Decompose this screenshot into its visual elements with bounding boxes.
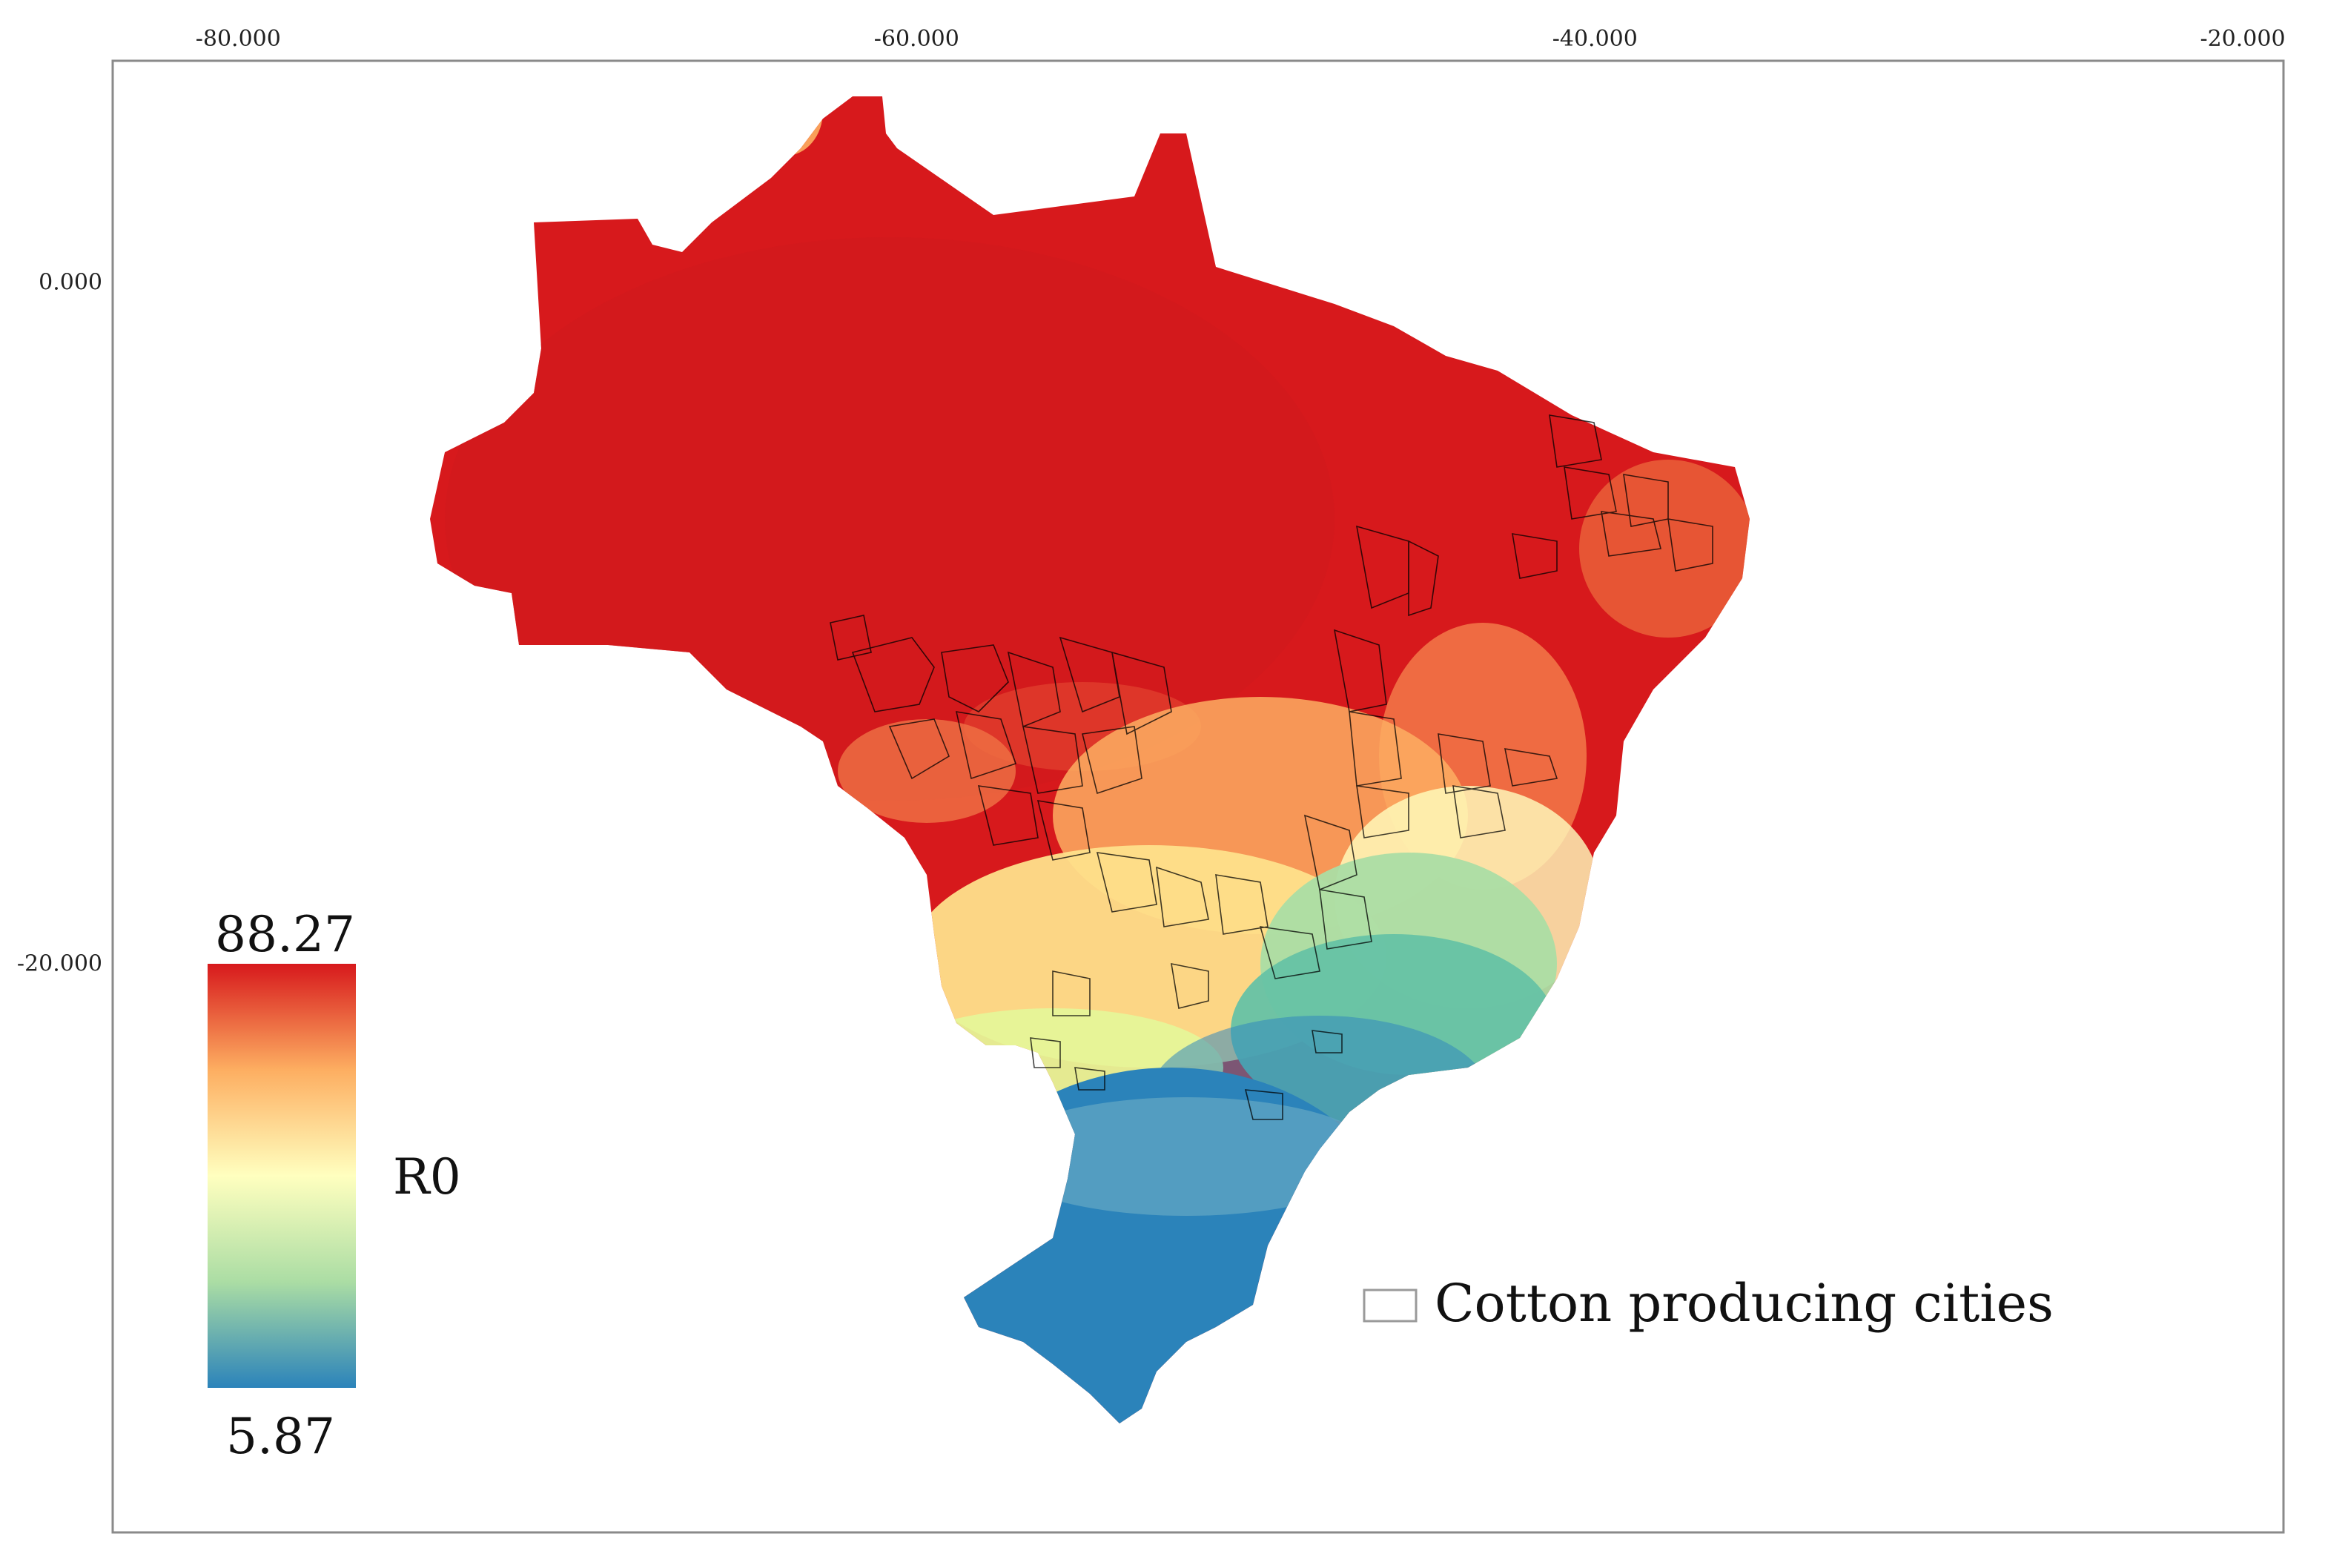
latitude-tick-label: -20.000 [17, 951, 102, 977]
longitude-tick-label: -80.000 [196, 26, 281, 52]
legend-max-label: 88.27 [215, 906, 355, 963]
legend-color-ramp [208, 964, 356, 1388]
cities-legend: Cotton producing cities [1363, 1273, 2054, 1334]
legend-min-label: 5.87 [226, 1408, 335, 1465]
longitude-axis: -80.000 -60.000 -40.000 -20.000 [196, 26, 2286, 52]
longitude-tick-label: -60.000 [874, 26, 959, 52]
latitude-axis: 0.000 -20.000 [17, 270, 102, 977]
r0-raster-layer [430, 96, 1750, 1423]
legend-title: R0 [393, 1148, 461, 1205]
cities-legend-label: Cotton producing cities [1435, 1273, 2054, 1334]
map-frame [111, 59, 2285, 1534]
cotton-cities-layer [830, 414, 1713, 1120]
cities-legend-swatch [1363, 1289, 1418, 1323]
longitude-tick-label: -40.000 [1552, 26, 1638, 52]
latitude-tick-label: 0.000 [39, 270, 102, 296]
r0-legend: 88.27 R0 5.87 [208, 906, 461, 1465]
longitude-tick-label: -20.000 [2200, 26, 2285, 52]
